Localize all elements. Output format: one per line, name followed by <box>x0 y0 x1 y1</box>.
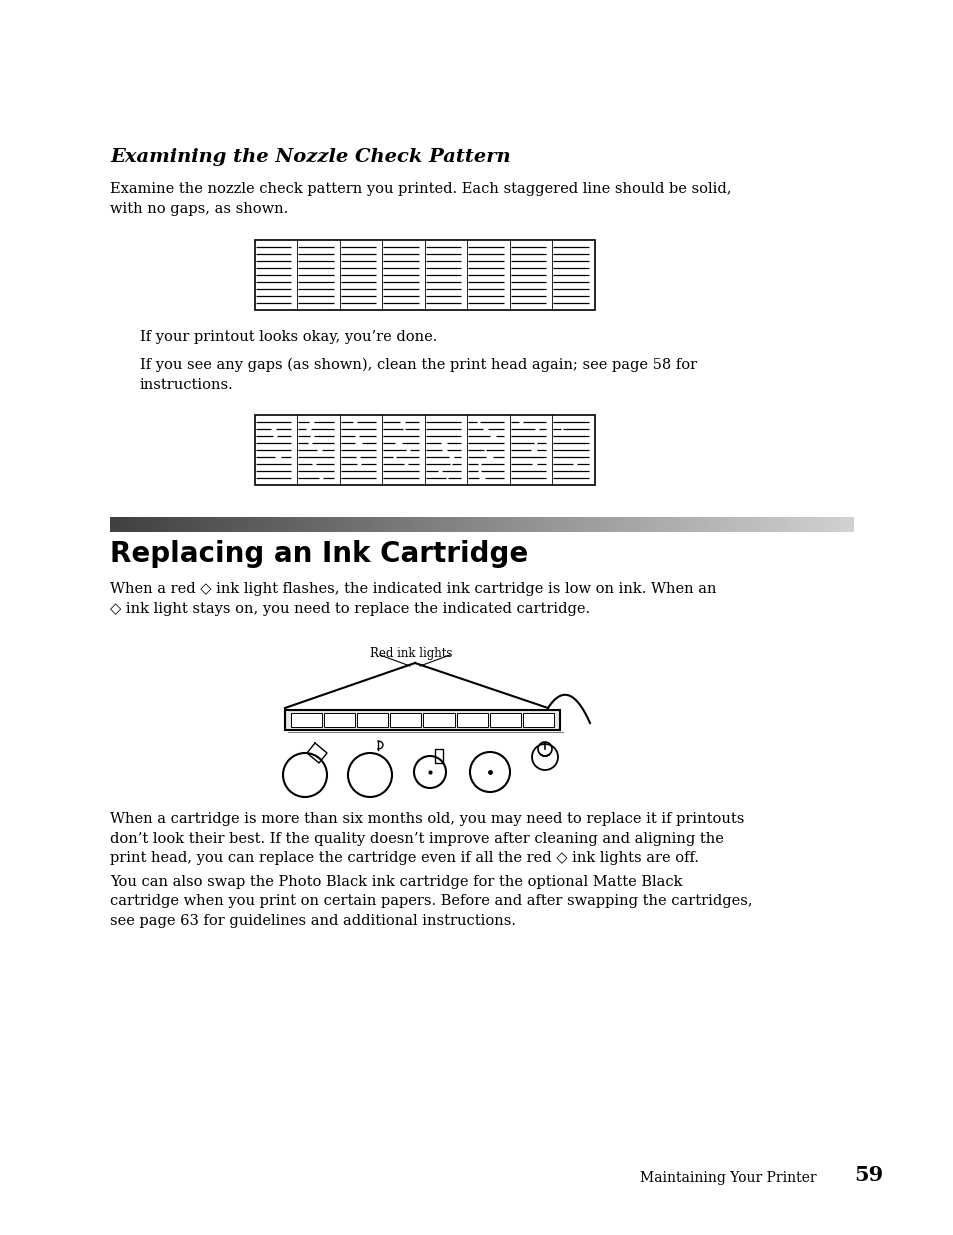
Text: 59: 59 <box>853 1165 882 1186</box>
Text: If your printout looks okay, you’re done.: If your printout looks okay, you’re done… <box>140 330 436 345</box>
Text: When a red ◇ ink light flashes, the indicated ink cartridge is low on ink. When : When a red ◇ ink light flashes, the indi… <box>110 582 716 615</box>
Bar <box>356 713 388 727</box>
Text: Examine the nozzle check pattern you printed. Each staggered line should be soli: Examine the nozzle check pattern you pri… <box>110 182 731 215</box>
Bar <box>522 713 554 727</box>
Bar <box>291 713 322 727</box>
Text: Maintaining Your Printer: Maintaining Your Printer <box>639 1171 816 1186</box>
Text: You can also swap the Photo Black ink cartridge for the optional Matte Black
car: You can also swap the Photo Black ink ca… <box>110 876 752 927</box>
Text: If you see any gaps (as shown), clean the print head again; see page 58 for
inst: If you see any gaps (as shown), clean th… <box>140 358 697 391</box>
Bar <box>254 415 595 485</box>
Text: Examining the Nozzle Check Pattern: Examining the Nozzle Check Pattern <box>110 148 510 165</box>
Bar <box>254 240 595 310</box>
Bar <box>456 713 487 727</box>
Bar <box>435 748 442 763</box>
Bar <box>390 713 421 727</box>
Bar <box>489 713 520 727</box>
Bar <box>324 713 355 727</box>
Text: When a cartridge is more than six months old, you may need to replace it if prin: When a cartridge is more than six months… <box>110 811 743 864</box>
Bar <box>423 713 455 727</box>
Bar <box>285 710 559 730</box>
Text: Replacing an Ink Cartridge: Replacing an Ink Cartridge <box>110 540 528 568</box>
Text: Red ink lights: Red ink lights <box>370 647 452 659</box>
